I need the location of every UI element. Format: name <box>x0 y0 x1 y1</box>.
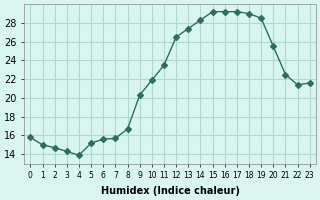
X-axis label: Humidex (Indice chaleur): Humidex (Indice chaleur) <box>100 186 239 196</box>
